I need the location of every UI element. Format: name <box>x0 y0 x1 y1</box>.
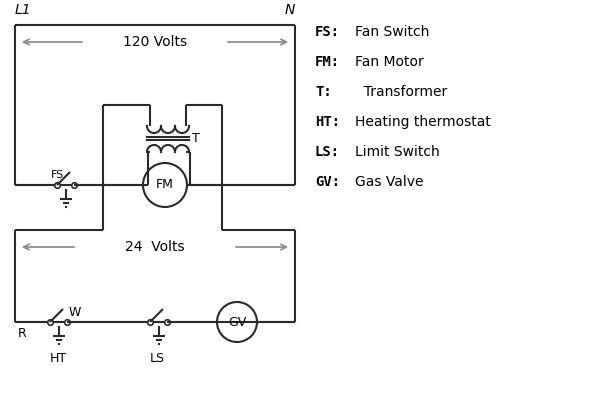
Text: Transformer: Transformer <box>355 85 447 99</box>
Text: Gas Valve: Gas Valve <box>355 175 424 189</box>
Text: FM:: FM: <box>315 55 340 69</box>
Text: LS:: LS: <box>315 145 340 159</box>
Text: W: W <box>69 306 81 319</box>
Text: Limit Switch: Limit Switch <box>355 145 440 159</box>
Text: LS: LS <box>150 352 165 365</box>
Text: L1: L1 <box>15 3 32 17</box>
Text: 24  Volts: 24 Volts <box>125 240 185 254</box>
Text: T:: T: <box>315 85 332 99</box>
Text: R: R <box>18 327 27 340</box>
Text: GV:: GV: <box>315 175 340 189</box>
Text: Heating thermostat: Heating thermostat <box>355 115 491 129</box>
Text: FM: FM <box>156 178 174 192</box>
Text: Fan Switch: Fan Switch <box>355 25 430 39</box>
Text: FS:: FS: <box>315 25 340 39</box>
Text: 120 Volts: 120 Volts <box>123 35 187 49</box>
Text: GV: GV <box>228 316 246 328</box>
Text: T: T <box>192 132 200 144</box>
Text: Fan Motor: Fan Motor <box>355 55 424 69</box>
Text: N: N <box>284 3 295 17</box>
Text: FS: FS <box>51 170 64 180</box>
Text: HT: HT <box>50 352 67 365</box>
Text: HT:: HT: <box>315 115 340 129</box>
